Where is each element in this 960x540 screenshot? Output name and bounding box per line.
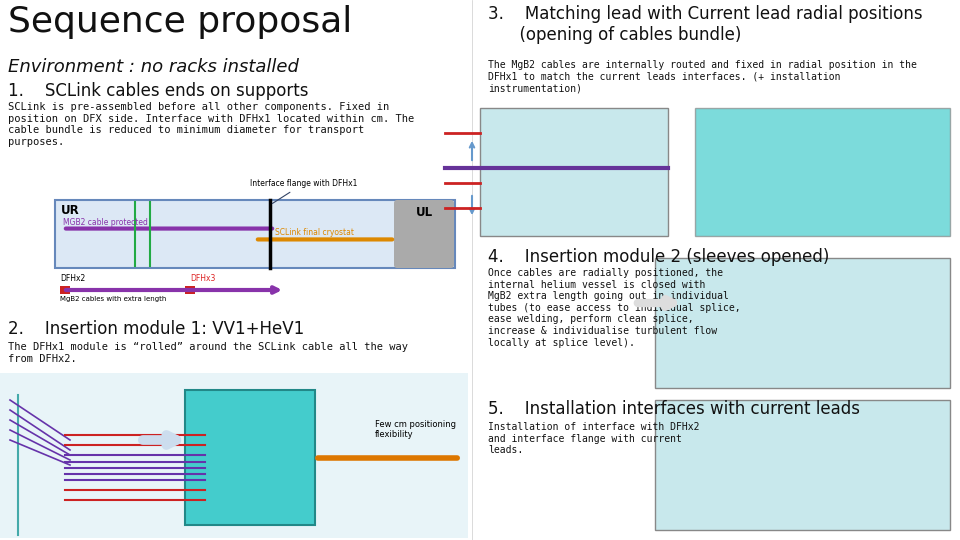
Bar [655, 400, 950, 530]
Text: The DFHx1 module is “rolled” around the SCLink cable all the way
from DFHx2.: The DFHx1 module is “rolled” around the … [8, 342, 408, 363]
Text: Environment : no racks installed: Environment : no racks installed [8, 58, 299, 76]
FancyBboxPatch shape [394, 200, 454, 268]
Text: 3.    Matching lead with Current lead radial positions
      (opening of cables : 3. Matching lead with Current lead radia… [488, 5, 923, 44]
Text: Sequence proposal: Sequence proposal [8, 5, 352, 39]
Bar [655, 258, 950, 388]
Bar [185, 390, 315, 525]
Text: Once cables are radially positioned, the
internal helium vessel is closed with
M: Once cables are radially positioned, the… [488, 268, 740, 348]
Text: DFHx3: DFHx3 [190, 274, 215, 283]
Text: 2.    Insertion module 1: VV1+HeV1: 2. Insertion module 1: VV1+HeV1 [8, 320, 304, 338]
Bar [695, 108, 950, 236]
Text: UR: UR [61, 204, 80, 217]
Text: 1.    SCLink cables ends on supports: 1. SCLink cables ends on supports [8, 82, 308, 100]
Text: UL: UL [416, 206, 433, 219]
Text: MgB2 cables with extra length: MgB2 cables with extra length [60, 296, 166, 302]
Text: DFHx2: DFHx2 [60, 274, 85, 283]
Text: Installation of interface with DFHx2
and interface flange with current
leads.: Installation of interface with DFHx2 and… [488, 422, 700, 455]
Bar [0, 373, 468, 538]
Text: Few cm positioning
flexibility: Few cm positioning flexibility [375, 420, 456, 440]
Bar [185, 286, 195, 294]
Text: The MgB2 cables are internally routed and fixed in radial position in the
DFHx1 : The MgB2 cables are internally routed an… [488, 60, 917, 93]
Text: MGB2 cable protected: MGB2 cable protected [63, 218, 148, 227]
Text: SCLink is pre-assembled before all other components. Fixed in
position on DFX si: SCLink is pre-assembled before all other… [8, 102, 415, 147]
Text: Interface flange with DFHx1: Interface flange with DFHx1 [250, 179, 357, 204]
Bar [60, 286, 70, 294]
Bar [55, 200, 455, 268]
Text: 5.    Installation interfaces with current leads: 5. Installation interfaces with current … [488, 400, 860, 418]
Text: SCLink final cryostat: SCLink final cryostat [275, 228, 354, 238]
Text: 4.    Insertion module 2 (sleeves opened): 4. Insertion module 2 (sleeves opened) [488, 248, 829, 266]
Bar [480, 108, 668, 236]
